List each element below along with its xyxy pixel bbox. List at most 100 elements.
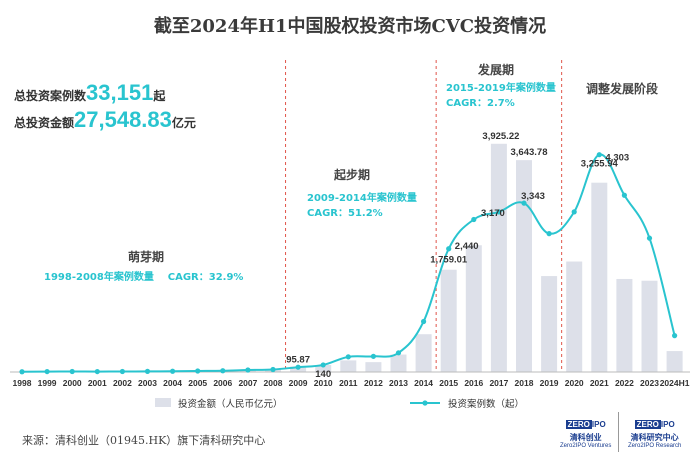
phase-sprout-cagr-value: CAGR：32.9% xyxy=(167,272,244,283)
bar-2020 xyxy=(566,261,583,372)
bar-2013 xyxy=(390,354,407,372)
logo-mark-left: ZERO xyxy=(565,420,592,429)
data-label: 2,440 xyxy=(455,241,479,252)
x-tick-label: 2019 xyxy=(540,378,559,388)
legend-bar-label: 投资金额（人民币亿元） xyxy=(178,398,283,410)
logo-mark-right-2: IPO xyxy=(660,420,675,429)
phase-sprout-cagr: 1998-2008年案例数量 CAGR：32.9% xyxy=(44,268,243,283)
phase-growth-name: 发展期 xyxy=(478,63,515,77)
deal-count-point-2024H1 xyxy=(672,333,678,339)
deal-count-point-2011 xyxy=(345,354,351,360)
bar-2012 xyxy=(365,362,382,372)
bar-2018 xyxy=(516,160,532,372)
deal-count-point-2000 xyxy=(69,368,75,375)
deal-count-point-2008 xyxy=(270,366,276,373)
bar-2015 xyxy=(440,269,457,372)
total-amount-prefix: 总投资金额 xyxy=(14,116,75,130)
bar-2010 xyxy=(315,365,332,372)
x-tick-label: 2006 xyxy=(213,378,232,388)
phase-sprout-name: 萌芽期 xyxy=(128,250,165,264)
logo-mark-right: ZERO xyxy=(634,420,661,429)
deal-count-point-2021 xyxy=(596,152,602,158)
x-tick-label: 2012 xyxy=(364,378,383,388)
total-count-stat: 总投资案例数33,151起 xyxy=(14,80,165,106)
bar-2022 xyxy=(616,278,633,372)
legend-bar-swatch xyxy=(155,398,171,407)
deal-count-point-2020 xyxy=(571,209,577,215)
x-tick-label: 2015 xyxy=(439,378,458,388)
x-tick-label: 2001 xyxy=(88,378,107,388)
x-tick-label: 1998 xyxy=(13,378,32,388)
total-amount-suffix: 亿元 xyxy=(171,116,196,130)
x-tick-label: 2020 xyxy=(565,378,584,388)
x-tick-label: 2000 xyxy=(63,378,82,388)
phase-start-cagr-label: 2009-2014年案例数量 xyxy=(307,193,417,204)
total-count-suffix: 起 xyxy=(153,89,166,103)
x-tick-label: 2022 xyxy=(615,378,634,388)
deal-count-point-2007 xyxy=(245,367,251,373)
x-tick-label: 2017 xyxy=(489,378,508,388)
total-count-value: 33,151 xyxy=(86,80,154,105)
deal-count-point-2010 xyxy=(320,362,326,368)
zero2ipo-research-logo: ZERO IPO 清科研究中心 Zero2IPO Research xyxy=(628,414,681,449)
data-label: 4,303 xyxy=(605,153,629,164)
deal-count-point-2017 xyxy=(496,209,502,215)
x-tick-label: 1999 xyxy=(38,378,57,388)
phase-start-cagr-value: CAGR：51.2% xyxy=(307,208,383,219)
bar-2024H1 xyxy=(666,351,683,372)
legend-line-label: 投资案例数（起） xyxy=(448,398,524,410)
deal-count-point-1998 xyxy=(19,369,25,375)
logo-cn-left: 清科创业 xyxy=(569,433,602,442)
deal-count-point-2015 xyxy=(446,246,452,252)
data-label: 3,925.22 xyxy=(482,131,519,142)
logo-divider xyxy=(618,412,619,452)
deal-count-point-2018 xyxy=(521,200,527,206)
deal-count-point-2002 xyxy=(119,368,125,375)
x-tick-label: 2009 xyxy=(289,378,308,388)
deal-count-point-2009 xyxy=(295,364,301,370)
x-tick-label: 2018 xyxy=(515,378,534,388)
phase-sprout-cagr-label: 1998-2008年案例数量 xyxy=(44,272,154,283)
x-tick-label: 2016 xyxy=(464,378,483,388)
logo-mark-left-2: IPO xyxy=(591,420,606,429)
logo-en-right: Zero2IPO Research xyxy=(628,443,682,449)
chart-title: 截至2024年H1中国股权投资市场CVC投资情况 xyxy=(153,16,547,37)
deal-count-point-2022 xyxy=(621,192,628,198)
deal-count-point-2023 xyxy=(646,235,653,241)
zero2ipo-ventures-logo: ZERO IPO 清科创业 Zero2IPO Ventures xyxy=(560,414,611,449)
deal-count-point-2014 xyxy=(421,318,427,325)
total-count-prefix: 总投资案例数 xyxy=(14,89,87,103)
deal-count-point-2012 xyxy=(370,353,376,359)
x-tick-label: 2014 xyxy=(414,378,433,388)
phase-start-name: 起步期 xyxy=(334,168,371,182)
legend-line-marker xyxy=(422,400,428,406)
deal-count-point-2006 xyxy=(220,368,226,374)
x-tick-label: 2005 xyxy=(188,378,207,388)
data-label: 3,255.94 xyxy=(581,159,619,170)
bar-2014 xyxy=(415,334,432,372)
x-tick-label: 2023 xyxy=(640,378,659,388)
x-tick-label: 2004 xyxy=(163,378,182,388)
data-label: 140 xyxy=(315,369,331,380)
phase-adjust-name: 调整发展阶段 xyxy=(586,82,659,96)
bar-2019 xyxy=(541,276,558,372)
x-tick-label: 2013 xyxy=(389,378,408,388)
x-tick-label: 2007 xyxy=(238,378,257,388)
deal-count-point-2013 xyxy=(395,350,402,356)
data-label: 3,343 xyxy=(521,191,545,202)
x-tick-label: 2024H1 xyxy=(660,378,690,388)
data-label: 95.87 xyxy=(286,354,310,365)
logo-cn-right: 清科研究中心 xyxy=(630,433,679,442)
bar-2011 xyxy=(340,360,357,372)
deal-count-point-2016 xyxy=(471,216,477,223)
x-tick-label: 2010 xyxy=(314,378,333,388)
x-tick-label: 2021 xyxy=(590,378,609,388)
data-label: 3,170 xyxy=(481,208,505,219)
logo-en-left: Zero2IPO Ventures xyxy=(560,443,612,449)
deal-count-point-2003 xyxy=(144,368,151,374)
x-tick-label: 2002 xyxy=(113,378,132,388)
phase-growth-cagr-value: CAGR：2.7% xyxy=(446,98,515,109)
x-tick-label: 2011 xyxy=(339,378,358,388)
